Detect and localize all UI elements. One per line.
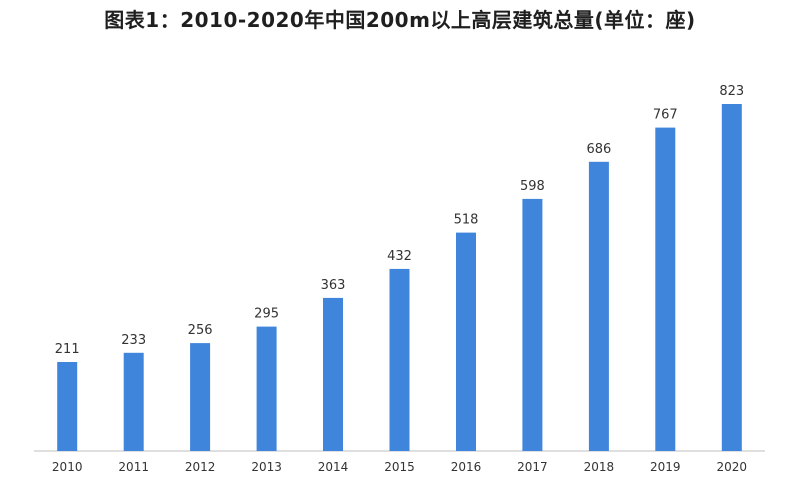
bar-2012 bbox=[190, 343, 211, 451]
data-label-2017: 598 bbox=[520, 179, 545, 194]
bar-2011 bbox=[123, 352, 144, 451]
x-tick-label-2018: 2018 bbox=[584, 460, 615, 474]
data-label-2018: 686 bbox=[586, 142, 611, 157]
chart-title: 图表1：2010-2020年中国200m以上高层建筑总量(单位：座) bbox=[104, 8, 696, 32]
bar-2019 bbox=[655, 127, 676, 451]
data-label-2010: 211 bbox=[55, 342, 80, 357]
bar-2016 bbox=[456, 232, 476, 451]
bar-2014 bbox=[323, 297, 343, 451]
data-labels-group: 211 233 256 295 363 432 518 598 686 767 823 bbox=[55, 84, 744, 357]
data-label-2013: 295 bbox=[254, 307, 279, 322]
bars-group bbox=[57, 104, 742, 452]
data-label-2019: 767 bbox=[653, 108, 678, 123]
x-tick-label-2010: 2010 bbox=[52, 460, 83, 474]
data-label-2020: 823 bbox=[719, 84, 744, 99]
bar-2020 bbox=[721, 104, 742, 451]
x-tick-label-2016: 2016 bbox=[451, 460, 482, 474]
data-label-2011: 233 bbox=[121, 333, 146, 348]
x-tick-label-2014: 2014 bbox=[318, 460, 349, 474]
x-tick-label-2017: 2017 bbox=[517, 460, 548, 474]
x-tick-label-2013: 2013 bbox=[251, 460, 282, 474]
bar-2017 bbox=[522, 198, 543, 451]
x-tick-label-2012: 2012 bbox=[185, 460, 216, 474]
bar-2013 bbox=[256, 326, 277, 451]
data-label-2016: 518 bbox=[454, 213, 479, 228]
x-tick-labels-group: 2010 2011 2012 2013 2014 2015 2016 2017 2018 2019… bbox=[52, 460, 747, 474]
x-tick-label-2015: 2015 bbox=[384, 460, 415, 474]
x-tick-label-2019: 2019 bbox=[650, 460, 681, 474]
data-label-2014: 363 bbox=[321, 278, 346, 293]
bar-2018 bbox=[588, 161, 609, 452]
bar-2015 bbox=[389, 268, 410, 451]
bar-2010 bbox=[57, 362, 78, 451]
x-tick-label-2011: 2011 bbox=[118, 460, 149, 474]
data-label-2015: 432 bbox=[387, 249, 412, 264]
x-tick-label-2020: 2020 bbox=[717, 460, 748, 474]
data-label-2012: 256 bbox=[188, 323, 213, 338]
